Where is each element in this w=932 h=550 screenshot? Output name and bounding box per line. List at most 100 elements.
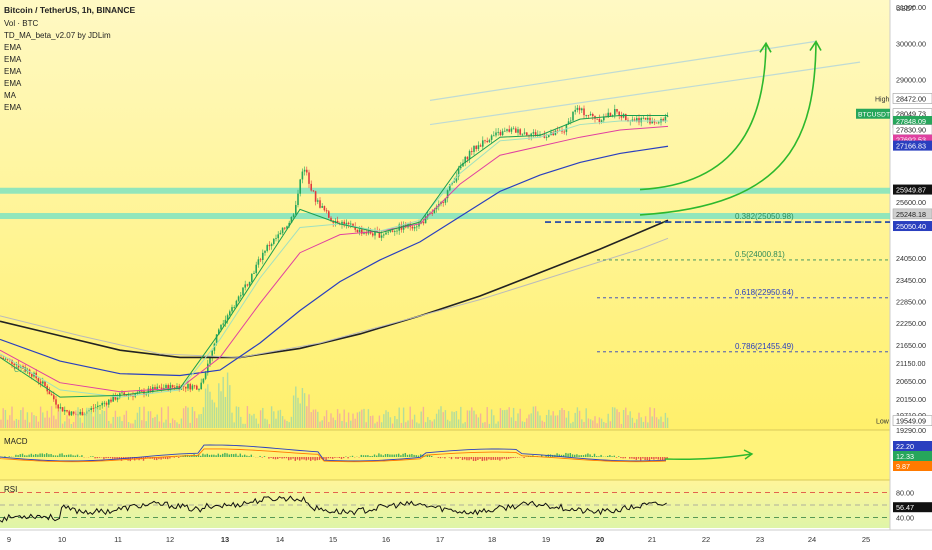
time-tick-18: 18 (488, 535, 496, 544)
price-tag-value-6: 25050.40 (896, 222, 926, 231)
legend-line-1: TD_MA_beta_v2.07 by JDLim (4, 31, 111, 40)
macd-tag-1 (893, 451, 932, 461)
currency-label: USDT (896, 6, 916, 13)
price-tag-2 (893, 134, 932, 145)
rsi-label: RSI (4, 485, 17, 494)
time-tick-20: 20 (596, 535, 604, 544)
time-tick-16: 16 (382, 535, 390, 544)
time-tick-19: 19 (542, 535, 550, 544)
time-tick-21: 21 (648, 535, 656, 544)
price-tick-5: 23450.00 (896, 276, 926, 285)
price-tag-6 (893, 221, 932, 232)
rsi-tick-40: 40.00 (896, 514, 914, 523)
time-axis[interactable]: 9 10 11 12 13 14 15 16 17 18 19 20 21 22 23 24 25 (7, 535, 870, 544)
low-label: Low (876, 419, 890, 426)
price-tick-7: 22250.00 (896, 319, 926, 328)
legend-line-0: Vol · BTC (4, 19, 38, 28)
ema-pink-line (0, 125, 669, 393)
channel-line-0 (429, 40, 816, 101)
legend-line-7: EMA (4, 103, 22, 112)
ema-blue-line (0, 145, 669, 377)
price-tick-11: 20150.00 (896, 395, 926, 404)
time-tick-12: 12 (166, 535, 174, 544)
price-tick-6: 22850.00 (896, 297, 926, 306)
price-tick-4: 24050.00 (896, 254, 926, 263)
rsi-tick-80: 80.00 (896, 489, 914, 498)
legend-line-2: EMA (4, 43, 22, 52)
low-value: 19549.09 (896, 417, 926, 426)
support-zone-1 (0, 213, 890, 220)
ema-cyan-line (0, 120, 668, 398)
macd-tag-0 (893, 441, 932, 451)
price-tick-0: 31000.00 (896, 3, 926, 12)
ema-200-line (0, 237, 669, 358)
macd-label: MACD (4, 437, 28, 446)
price-tick-12: 19710.00 (896, 411, 926, 420)
legend-line-3: EMA (4, 55, 22, 64)
rsi-value-tag (893, 502, 932, 513)
legend-line-4: EMA (4, 67, 22, 76)
price-tick-1: 30000.00 (896, 39, 926, 48)
macd-value-0: 22.20 (896, 442, 914, 451)
projection-arrows (639, 39, 822, 216)
ma-long-line (0, 219, 669, 359)
legend-line-5: EMA (4, 79, 22, 88)
price-tick-8: 21650.00 (896, 341, 926, 350)
price-tag-3 (893, 140, 932, 151)
price-tag-value-1: 27830.90 (896, 126, 926, 135)
price-tick-10: 20650.00 (896, 377, 926, 386)
channel-line-1 (429, 61, 861, 126)
price-tag-5 (892, 208, 932, 220)
time-tick-13: 13 (221, 535, 229, 544)
price-tag-4 (893, 184, 932, 195)
chart-legend[interactable]: Bitcoin / TetherUS, 1h, BINANCE Vol · BTC… (4, 5, 135, 112)
price-tag-value-2: 27692.53 (896, 136, 926, 145)
fib-label-0: 0.382(25050.98) (735, 212, 794, 221)
time-tick-15: 15 (329, 535, 337, 544)
fib-label-3: 0.786(21455.49) (735, 342, 794, 351)
high-tag (892, 93, 932, 104)
rsi-pane-bg (0, 480, 890, 528)
time-tick-17: 17 (436, 535, 444, 544)
time-tick-14: 14 (276, 535, 284, 544)
time-tick-11: 11 (114, 535, 122, 544)
price-tag-value-4: 25949.87 (896, 186, 926, 195)
annotation-c13: C13 (14, 367, 27, 374)
price-tick-13: 19290.00 (896, 426, 926, 435)
time-tick-9: 9 (7, 535, 11, 544)
fib-label-2: 0.618(22950.64) (735, 288, 794, 297)
last-price-value: 28049.73 (896, 110, 926, 119)
price-tag-value-5: 25248.18 (896, 210, 926, 219)
time-tick-10: 10 (58, 535, 66, 544)
legend-line-6: MA (4, 91, 17, 100)
high-label: High (875, 96, 890, 103)
time-tick-23: 23 (756, 535, 764, 544)
macd-value-1: 12.33 (896, 452, 914, 461)
price-tick-9: 21150.00 (896, 359, 925, 368)
fib-label-1: 0.5(24000.81) (735, 250, 785, 259)
ema-green-line (0, 115, 668, 398)
symbol-label: BTCUSDT (858, 112, 890, 119)
rsi-value: 56.47 (896, 503, 914, 512)
price-tag-value-0: 27848.09 (896, 117, 926, 126)
macd-pane-bg (0, 430, 890, 480)
price-tag-value-3: 27166.83 (896, 142, 926, 151)
price-tick-3: 25600.00 (896, 198, 926, 207)
time-tick-25: 25 (862, 535, 870, 544)
price-tick-2: 29000.00 (896, 75, 926, 84)
macd-value-2: 9.87 (896, 462, 910, 471)
time-tick-24: 24 (808, 535, 816, 544)
price-tag-0 (893, 116, 932, 127)
rsi-pane[interactable]: RSI 80.00 40.00 56.47 (0, 485, 932, 523)
volume-bars (0, 372, 669, 428)
symbol-tag (856, 108, 890, 119)
low-tag (892, 415, 932, 426)
time-tick-22: 22 (702, 535, 710, 544)
high-value: 28472.00 (896, 94, 926, 103)
macd-tag-2 (893, 461, 932, 471)
chart-title: Bitcoin / TetherUS, 1h, BINANCE (4, 5, 135, 15)
